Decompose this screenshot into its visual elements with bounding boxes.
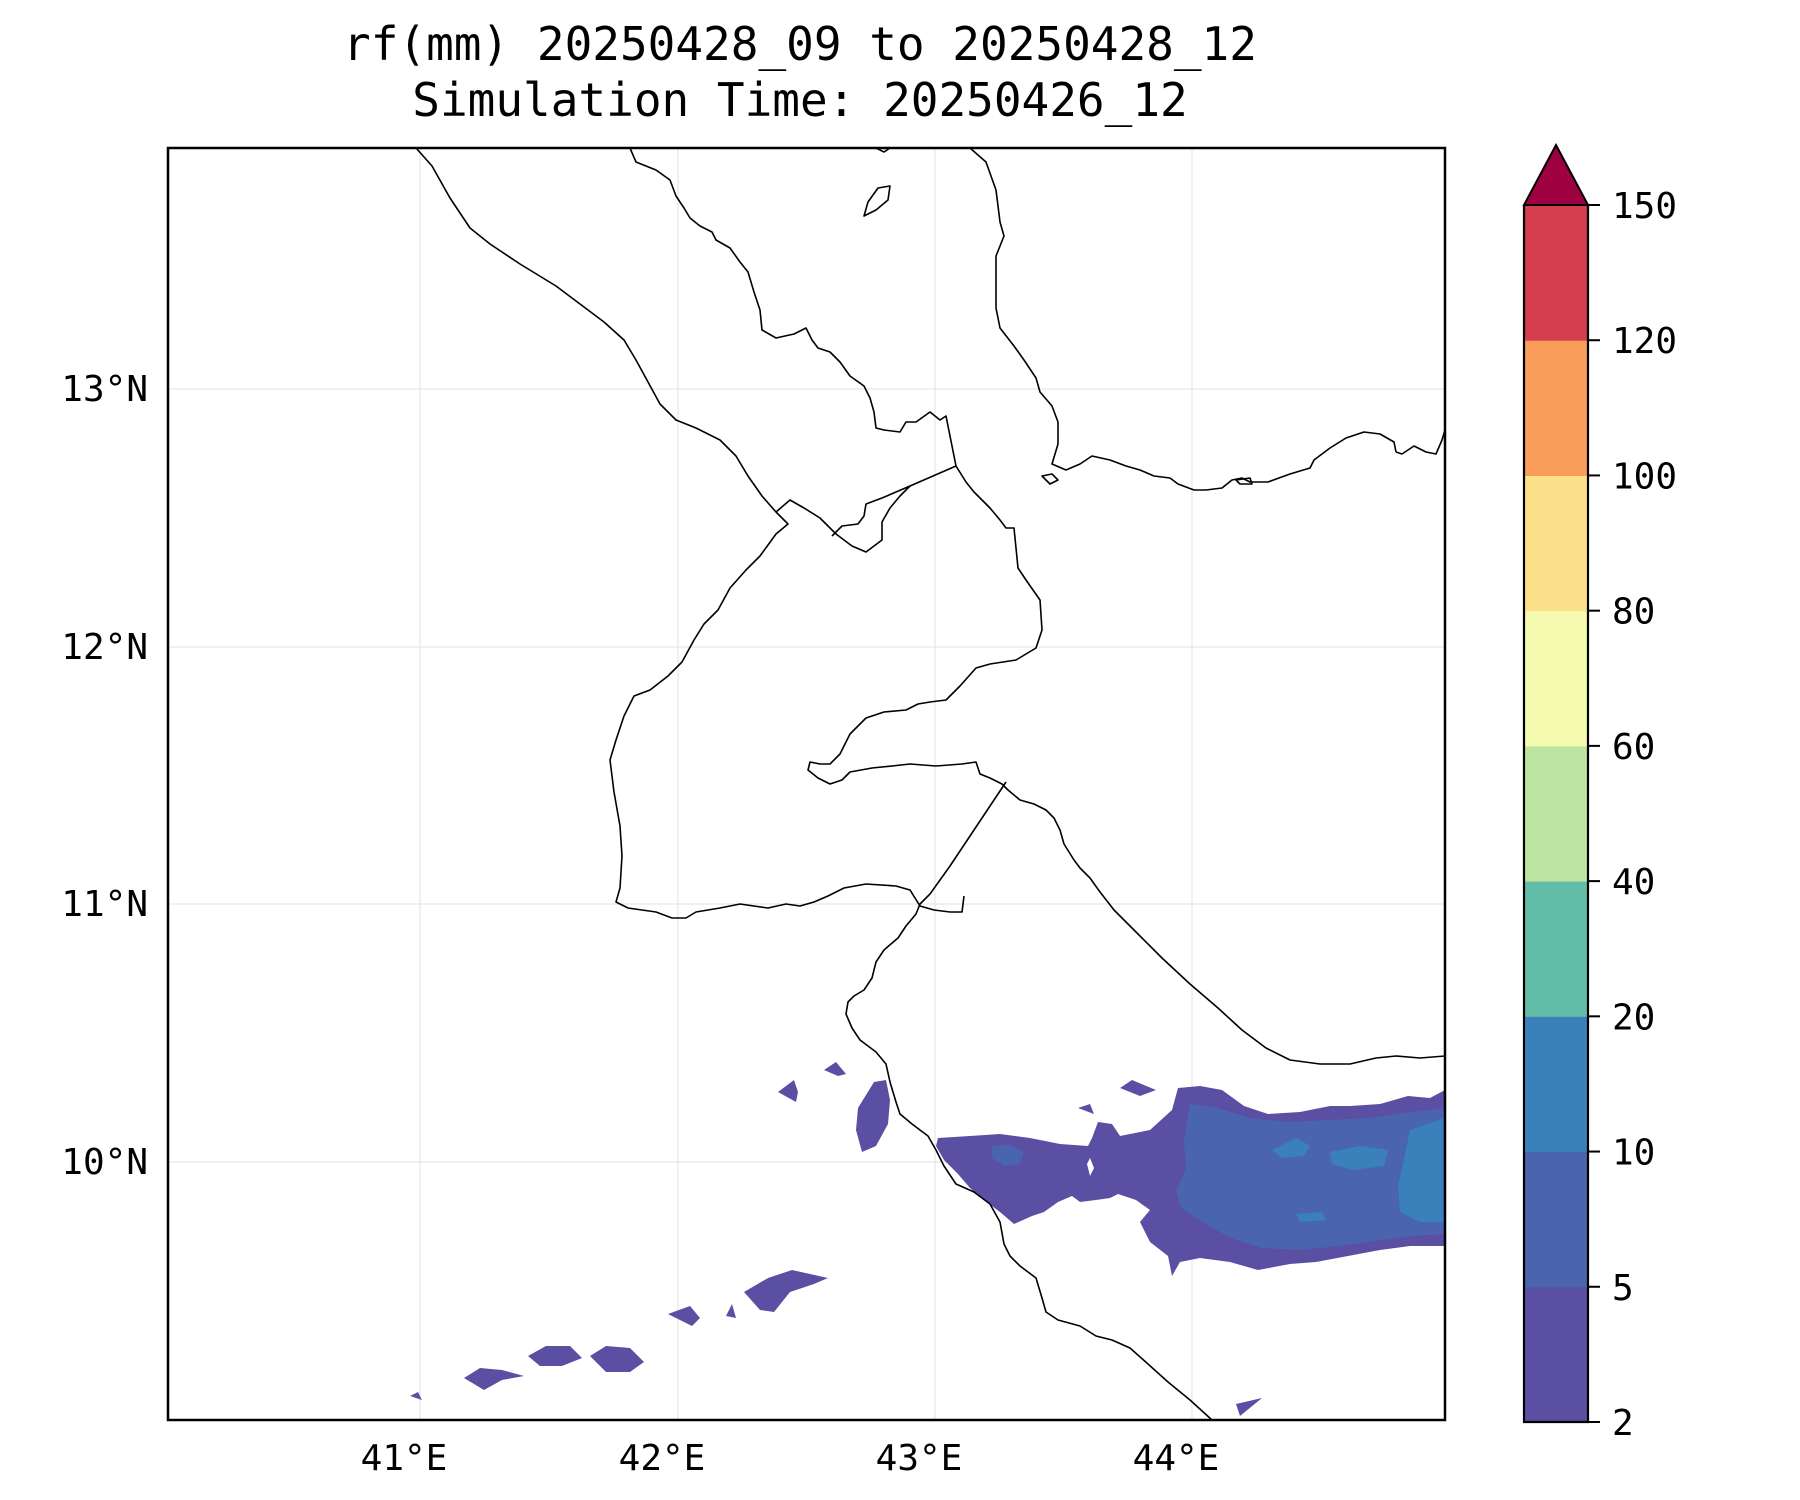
colorbar-segment-20 bbox=[1524, 881, 1588, 1017]
rain-cell-9 bbox=[528, 1346, 582, 1366]
colorbar-extend-arrow bbox=[1522, 142, 1590, 206]
colorbar-label-120: 120 bbox=[1612, 321, 1677, 362]
coastline-yemen-tip bbox=[1395, 429, 1445, 455]
colorbar-segment-120 bbox=[1524, 205, 1588, 341]
colorbar-segment-80 bbox=[1524, 475, 1588, 612]
island-gulf bbox=[1235, 477, 1253, 485]
rain-area-5mm-west bbox=[992, 1144, 1024, 1166]
lat-tick-10: 10°N bbox=[61, 1142, 148, 1183]
colorbar-segment-10 bbox=[1524, 1016, 1588, 1153]
colorbar-label-60: 60 bbox=[1612, 727, 1655, 768]
rain-cell-13 bbox=[1236, 1398, 1262, 1416]
border-ethiopia-eritrea bbox=[831, 485, 911, 537]
colorbar-frame bbox=[1522, 205, 1590, 1424]
coastline-eritrea bbox=[969, 148, 1397, 491]
map-frame bbox=[166, 146, 1447, 1422]
rain-cell-1 bbox=[856, 1080, 890, 1152]
rain-cell-2 bbox=[778, 1080, 798, 1102]
rain-area-10mm-east bbox=[1398, 1118, 1445, 1222]
colorbar-segment-40 bbox=[1524, 745, 1588, 882]
rain-cell-3 bbox=[824, 1062, 846, 1076]
island-red-sea-2 bbox=[1041, 473, 1059, 485]
rain-cell-4 bbox=[1120, 1080, 1156, 1096]
coastline-djibouti-north bbox=[807, 465, 1445, 1065]
rain-area-10mm-mid bbox=[1272, 1138, 1310, 1158]
coastline-gulf-of-tadjoura bbox=[775, 465, 957, 553]
colorbar-label-5: 5 bbox=[1612, 1268, 1634, 1309]
colorbar-label-2: 2 bbox=[1612, 1403, 1634, 1444]
lat-tick-13: 13°N bbox=[61, 369, 148, 410]
rain-area-5mm bbox=[1176, 1104, 1445, 1250]
rain-area-10mm-small bbox=[1296, 1212, 1326, 1222]
colorbar-segment-100 bbox=[1524, 340, 1588, 476]
border-djibouti-somalia bbox=[845, 781, 1213, 1420]
rain-gap bbox=[1087, 1158, 1094, 1176]
rain-cell-12 bbox=[410, 1392, 422, 1400]
island-red-sea-3 bbox=[875, 148, 891, 153]
lon-tick-43: 43°E bbox=[876, 1438, 963, 1479]
chart-title: rf(mm) 20250428_09 to 20250428_12 bbox=[343, 17, 1257, 71]
colorbar-segment-60 bbox=[1524, 610, 1588, 747]
rainfall-contours bbox=[410, 1062, 1445, 1416]
colorbar: 2 5 10 20 40 60 80 100 120 150 bbox=[1522, 142, 1677, 1444]
rain-cell-11 bbox=[464, 1368, 524, 1390]
rain-area-10mm-center bbox=[1330, 1146, 1388, 1170]
rain-cell-6 bbox=[744, 1270, 828, 1312]
lon-tick-41: 41°E bbox=[361, 1438, 448, 1479]
lon-tick-42: 42°E bbox=[619, 1438, 706, 1479]
island-red-sea-1 bbox=[863, 185, 891, 217]
lat-tick-12: 12°N bbox=[61, 627, 148, 668]
lon-tick-labels: 41°E 42°E 43°E 44°E bbox=[361, 1438, 1220, 1479]
colorbar-label-150: 150 bbox=[1612, 186, 1677, 227]
coastline-north-shore bbox=[629, 148, 957, 467]
colorbar-label-40: 40 bbox=[1612, 862, 1655, 903]
rain-cell-10 bbox=[590, 1346, 644, 1372]
colorbar-label-100: 100 bbox=[1612, 456, 1677, 497]
coastlines-borders bbox=[415, 148, 1445, 1420]
rain-cell-5 bbox=[1078, 1104, 1094, 1114]
colorbar-label-80: 80 bbox=[1612, 592, 1655, 633]
colorbar-label-10: 10 bbox=[1612, 1133, 1655, 1174]
rain-cell-7 bbox=[668, 1306, 700, 1326]
colorbar-segment-5 bbox=[1524, 1151, 1588, 1288]
lat-tick-11: 11°N bbox=[61, 884, 148, 925]
lat-tick-labels: 13°N 12°N 11°N 10°N bbox=[61, 369, 148, 1183]
lon-tick-44: 44°E bbox=[1133, 1438, 1220, 1479]
coastline-african-west bbox=[415, 148, 965, 919]
rain-cell-8 bbox=[726, 1304, 736, 1318]
colorbar-segment-2 bbox=[1524, 1286, 1588, 1423]
colorbar-label-20: 20 bbox=[1612, 997, 1655, 1038]
chart-subtitle: Simulation Time: 20250426_12 bbox=[412, 73, 1188, 127]
